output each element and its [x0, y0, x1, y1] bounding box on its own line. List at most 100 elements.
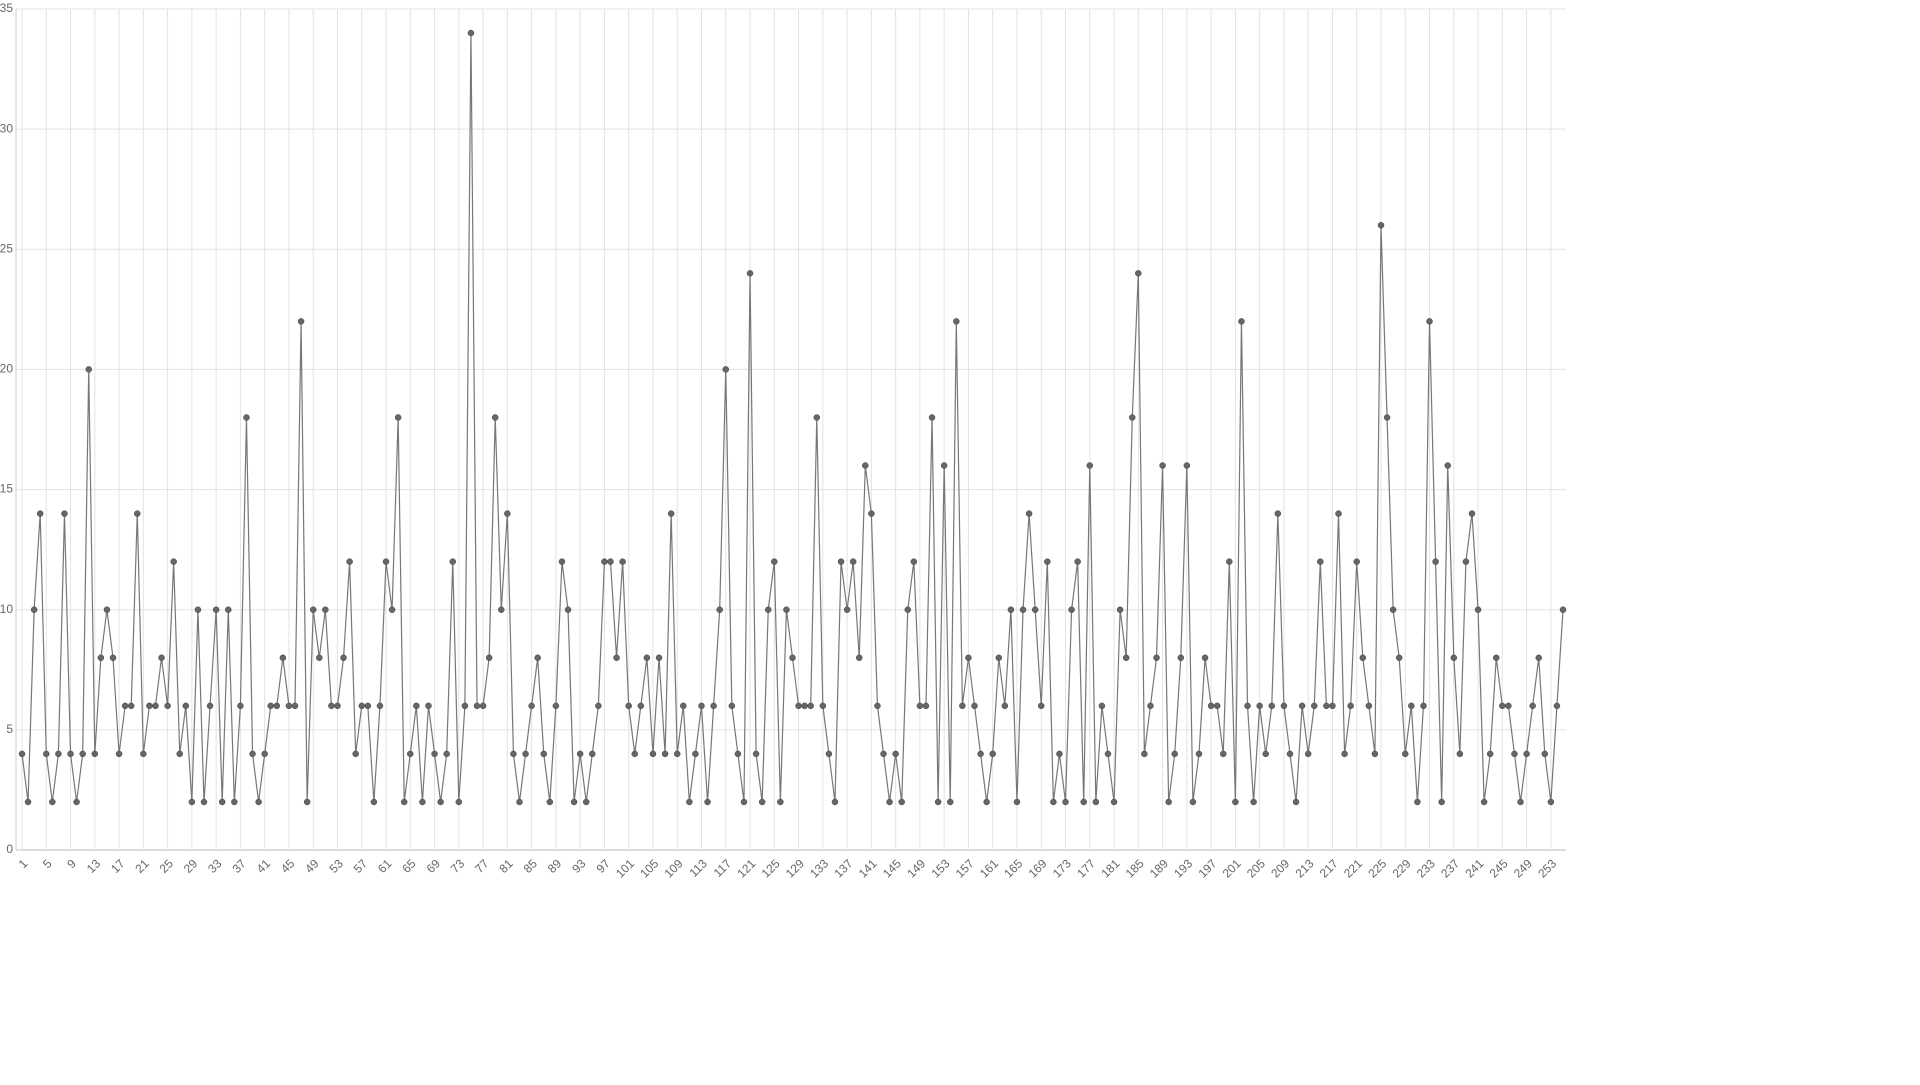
x-tick-label: 13 — [84, 856, 104, 876]
point — [328, 702, 335, 710]
x-tick-label: 73 — [448, 856, 468, 876]
point — [510, 750, 517, 758]
point — [1268, 702, 1276, 710]
point — [946, 798, 954, 806]
x-tick-label: 85 — [521, 856, 541, 876]
point — [1104, 750, 1112, 758]
point — [1110, 798, 1118, 806]
x-tick-label: 105 — [637, 856, 661, 880]
point — [716, 606, 723, 613]
point — [1183, 462, 1191, 469]
x-tick-label: 49 — [302, 856, 322, 876]
y-tick-label: 0 — [6, 842, 13, 856]
x-tick-label: 129 — [783, 856, 807, 880]
point — [892, 750, 899, 758]
x-tick-label: 193 — [1171, 856, 1195, 880]
point — [928, 414, 936, 421]
x-tick-label: 93 — [569, 856, 589, 876]
y-tick-label: 20 — [0, 362, 13, 376]
point — [1122, 654, 1130, 662]
point — [1165, 798, 1172, 806]
point — [789, 654, 796, 662]
point — [758, 798, 766, 806]
point — [103, 606, 111, 613]
point — [1474, 606, 1482, 613]
x-tick-label: 173 — [1050, 856, 1074, 880]
point — [1517, 798, 1524, 806]
point — [710, 702, 717, 710]
point — [1141, 750, 1148, 758]
point — [1213, 702, 1221, 710]
point — [370, 798, 378, 806]
point — [965, 654, 972, 662]
point — [874, 702, 881, 710]
point — [667, 510, 675, 517]
point — [473, 702, 481, 710]
x-tick-label: 185 — [1123, 856, 1147, 880]
point — [61, 510, 68, 517]
point — [1535, 654, 1542, 662]
point — [285, 702, 293, 710]
point — [1074, 558, 1081, 565]
point — [916, 702, 924, 710]
point — [1311, 702, 1318, 710]
point — [922, 702, 930, 710]
point — [940, 462, 948, 469]
point — [1238, 318, 1245, 325]
point — [1359, 654, 1367, 662]
point — [1232, 798, 1239, 806]
point — [1195, 750, 1203, 758]
point — [1511, 750, 1518, 758]
point — [85, 366, 92, 373]
point — [485, 654, 493, 662]
point — [995, 654, 1003, 662]
point — [880, 750, 887, 758]
x-tick-label: 133 — [807, 856, 831, 880]
point — [140, 750, 147, 758]
point — [613, 654, 620, 662]
point — [868, 510, 875, 517]
x-tick-label: 117 — [711, 856, 735, 880]
point — [1329, 702, 1336, 710]
point — [1383, 414, 1391, 421]
point — [728, 702, 736, 710]
point — [1007, 606, 1015, 613]
y-tick-label: 30 — [0, 121, 13, 135]
point — [316, 654, 323, 662]
point — [1438, 798, 1445, 806]
point — [1317, 558, 1324, 565]
point — [467, 29, 475, 37]
point — [582, 798, 590, 806]
point — [1389, 606, 1397, 613]
point — [1147, 702, 1154, 710]
point — [825, 750, 833, 758]
point — [1523, 750, 1530, 758]
point — [601, 558, 608, 565]
point — [1292, 798, 1300, 806]
x-tick-label: 181 — [1098, 856, 1122, 880]
x-tick-label: 69 — [424, 856, 444, 876]
point — [152, 702, 159, 710]
point — [898, 798, 905, 806]
point — [1092, 798, 1100, 806]
x-tick-label: 53 — [326, 856, 346, 876]
point — [1286, 750, 1294, 758]
x-tick-label: 145 — [880, 856, 904, 880]
point — [1377, 222, 1385, 229]
point — [376, 702, 384, 710]
x-tick-label: 141 — [856, 856, 880, 880]
x-tick-label: 89 — [545, 856, 565, 876]
point — [67, 750, 74, 758]
point — [795, 702, 802, 710]
x-tick-label: 241 — [1462, 856, 1486, 880]
point — [1480, 798, 1488, 806]
point — [1159, 462, 1166, 469]
point — [934, 798, 942, 806]
point — [218, 798, 226, 806]
point — [170, 558, 177, 565]
point — [807, 702, 814, 710]
point — [1341, 750, 1348, 758]
point — [959, 702, 966, 710]
x-tick-label: 205 — [1244, 856, 1268, 880]
x-tick-label: 137 — [831, 856, 855, 880]
